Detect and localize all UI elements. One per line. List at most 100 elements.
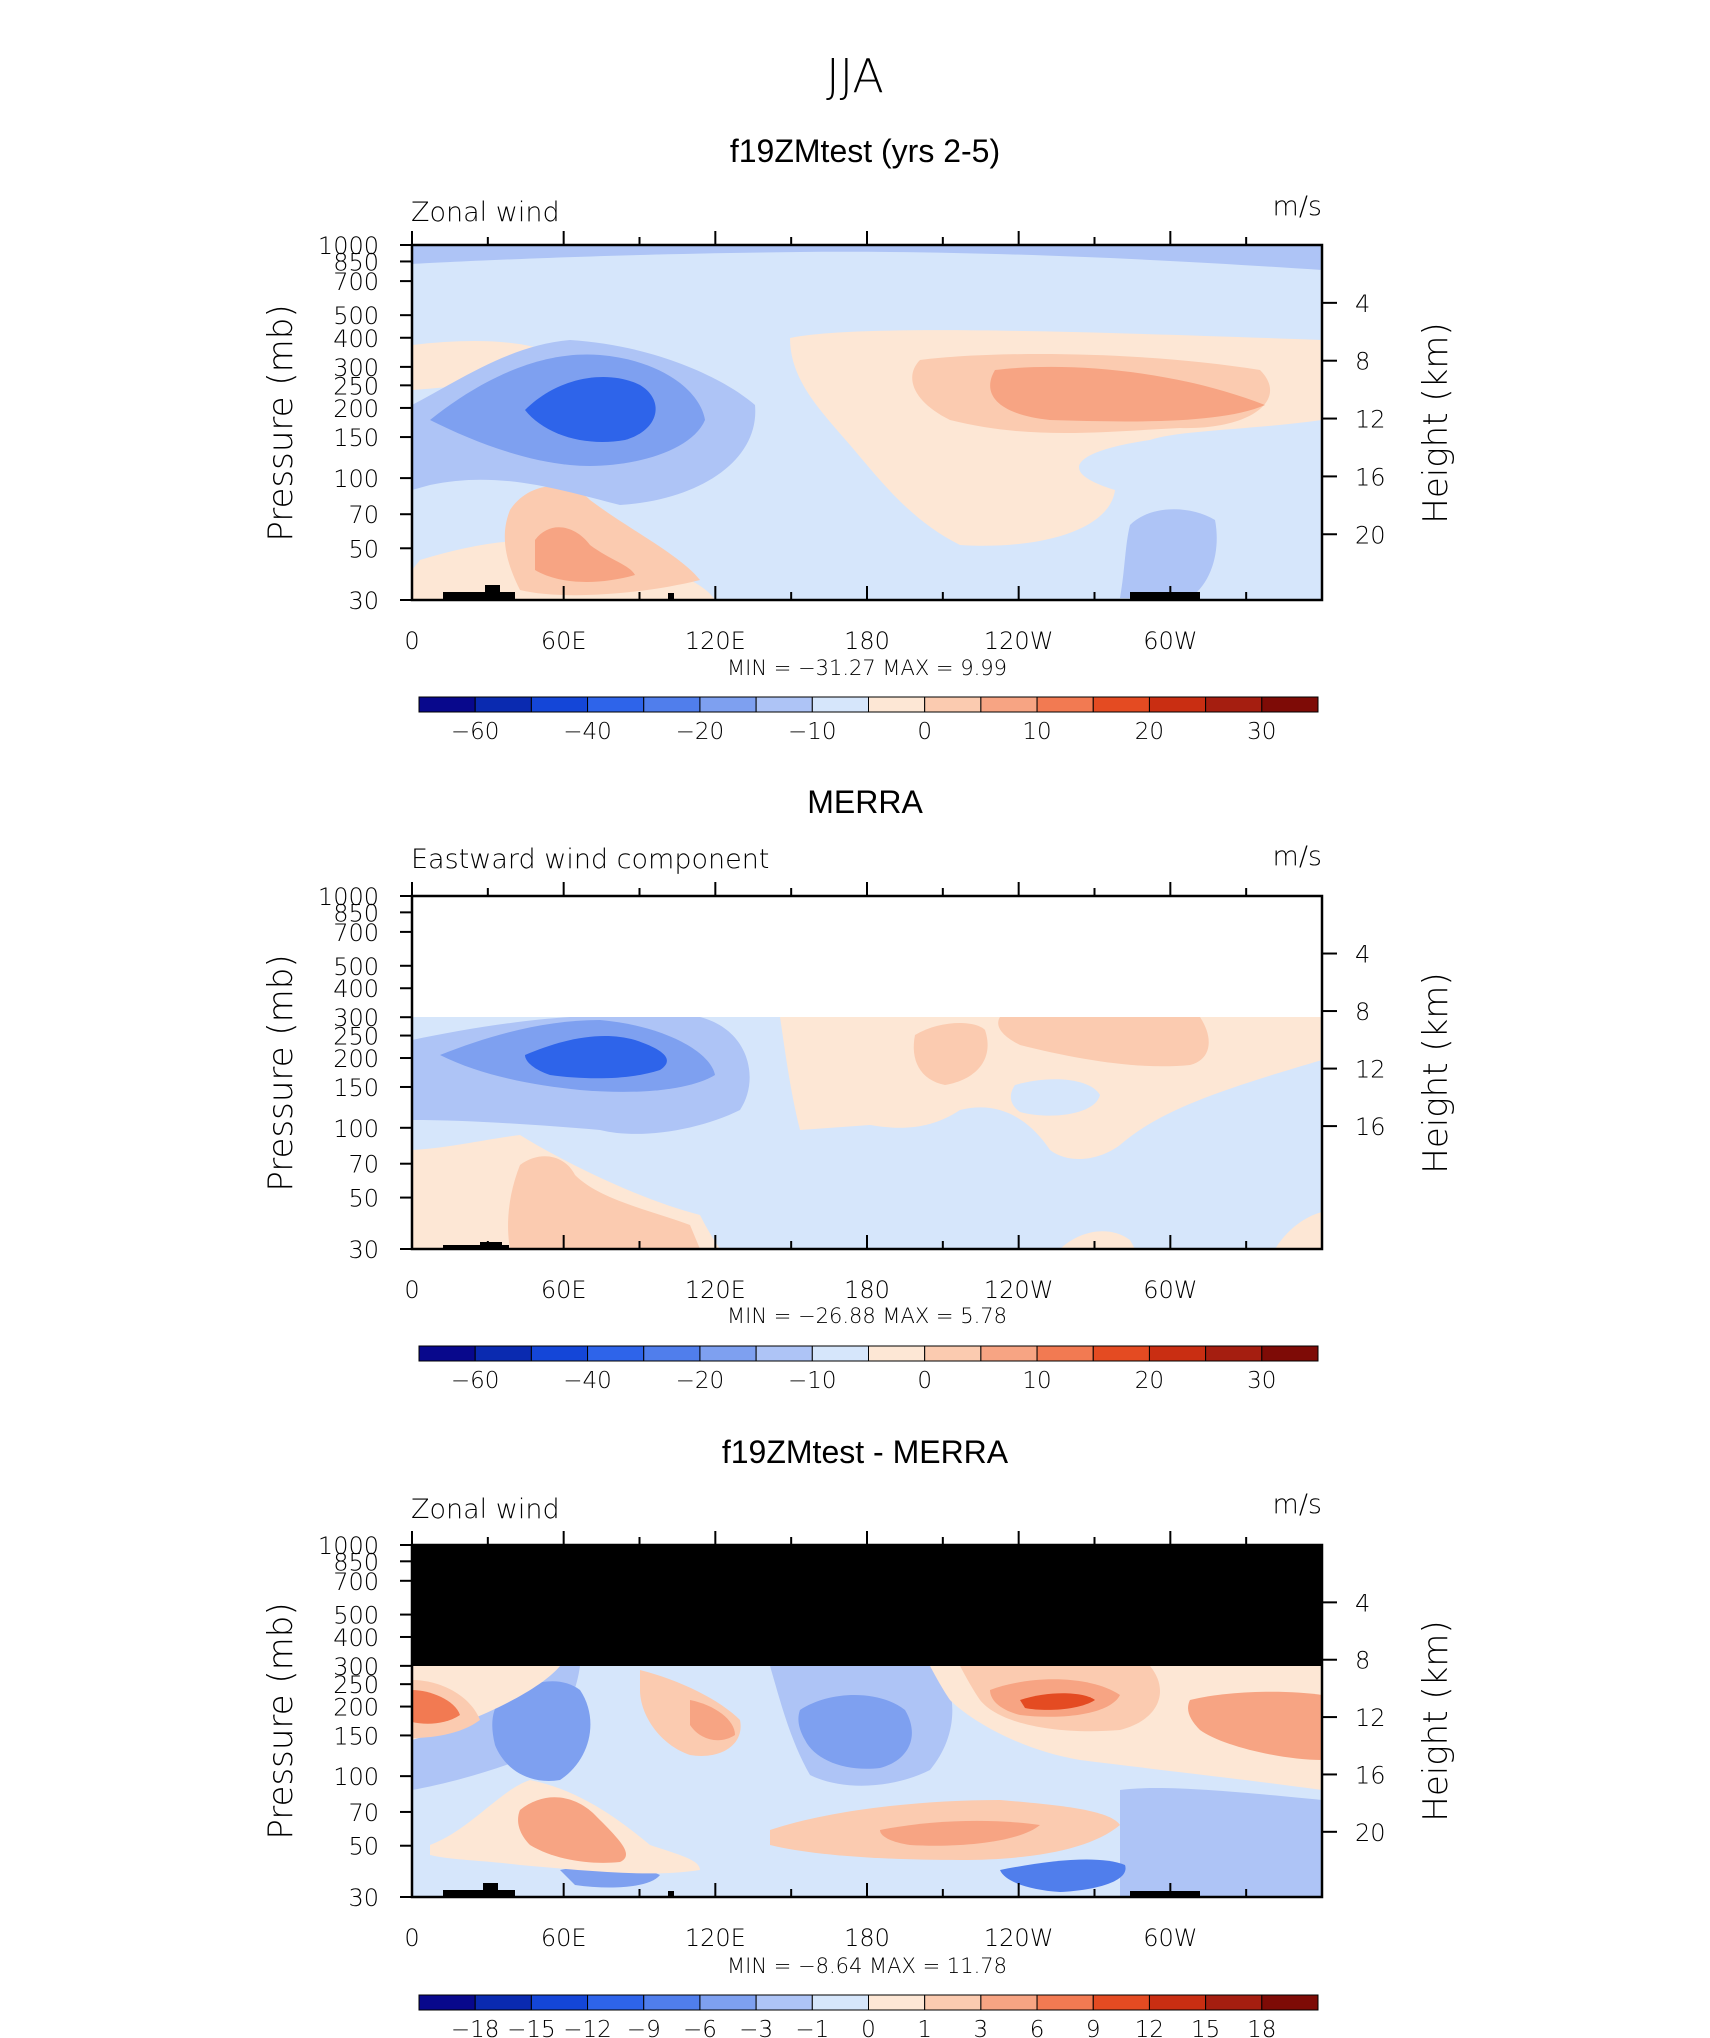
y-tick-label: 150 — [333, 1722, 379, 1750]
y-tick-label: 700 — [333, 919, 379, 947]
x-tick-label: 0 — [404, 627, 419, 655]
y-tick-label: 70 — [348, 1799, 379, 1827]
y-tick-label: 850 — [333, 248, 379, 276]
x-tick-label: 60W — [1143, 1276, 1197, 1304]
colorbar-label: −10 — [788, 719, 837, 745]
colorbar-label: 18 — [1247, 2017, 1276, 2038]
panel-title: MERRA — [807, 784, 923, 820]
colorbar-label: −6 — [683, 2017, 717, 2038]
colorbar-label: −12 — [563, 2017, 612, 2038]
colorbar-swatch — [1261, 696, 1319, 713]
contour-fill-positive — [508, 1156, 700, 1249]
x-tick-label: 120W — [984, 1276, 1054, 1304]
contour-fill-positive — [1020, 1693, 1095, 1710]
y-tick-label: 400 — [333, 1624, 379, 1652]
colorbar-swatch — [924, 696, 982, 713]
y2-tick-label: 20 — [1355, 521, 1386, 549]
contour-fill-negative — [1010, 1079, 1100, 1116]
colorbar-swatch — [530, 1345, 589, 1362]
colorbar-swatch — [1036, 696, 1094, 713]
y-tick-label: 300 — [333, 1653, 379, 1681]
colorbar-swatch — [587, 696, 645, 713]
y-tick-label: 50 — [348, 1833, 379, 1861]
colorbar-swatch — [755, 1345, 813, 1362]
y2-tick-label: 4 — [1355, 1589, 1370, 1617]
topography — [443, 592, 515, 600]
colorbar-swatch — [924, 1994, 982, 2011]
colorbar: −60 −40 −20 −10 0 10 20 30 — [418, 696, 1319, 745]
missing-data-region — [412, 896, 1322, 1017]
contour-fill-positive — [990, 366, 1265, 422]
colorbar-label: 20 — [1135, 1368, 1164, 1394]
colorbar-label: −20 — [676, 1368, 725, 1394]
x-tick-label: 0 — [404, 1924, 419, 1952]
axis-ticks: 0 60E 120E 180 120W 60W3050701001502002503004… — [318, 1531, 1386, 1952]
colorbar-swatch — [980, 1994, 1038, 2011]
colorbar-swatch — [699, 1994, 757, 2011]
colorbar-label: −15 — [507, 2017, 556, 2038]
y2-tick-label: 16 — [1355, 1113, 1386, 1141]
colorbar-swatch — [1261, 1345, 1319, 1362]
y-tick-label: 850 — [333, 899, 379, 927]
y2-tick-label: 20 — [1355, 1819, 1386, 1847]
y2-tick-label: 8 — [1355, 348, 1370, 376]
y-tick-label: 30 — [348, 1884, 379, 1912]
colorbar-label: 1 — [917, 2017, 932, 2038]
contour-fill-positive — [998, 1017, 1209, 1067]
colorbar-label: 12 — [1135, 2017, 1164, 2038]
colorbar: −18 −15 −12 −9 −6 −3 −1 0 1 3 6 9 12 15 18 — [418, 1994, 1319, 2038]
contour-fill-positive — [690, 1700, 735, 1741]
colorbar-swatch — [1092, 1345, 1150, 1362]
missing-data-region — [412, 1545, 1322, 1666]
topography — [443, 1890, 515, 1897]
colorbar-label: −9 — [627, 2017, 661, 2038]
colorbar-swatch — [1205, 1345, 1263, 1362]
panel-observation: MERRA Eastward wind component m/s 0 60E 12… — [261, 784, 1456, 1394]
y2-tick-label: 12 — [1355, 1056, 1386, 1084]
colorbar-swatch — [1092, 696, 1150, 713]
units-label: m/s — [1273, 841, 1322, 872]
colorbar-swatch — [643, 1994, 701, 2011]
topography — [443, 1245, 509, 1249]
y2-tick-label: 4 — [1355, 941, 1370, 969]
colorbar-swatch — [474, 1345, 532, 1362]
figure-title: JJA — [826, 49, 884, 103]
colorbar-swatch — [474, 1994, 532, 2011]
colorbar-label: 0 — [917, 719, 932, 745]
colorbar-label: −20 — [676, 719, 725, 745]
contour-fill-negative — [1120, 509, 1217, 598]
y-tick-label: 1000 — [318, 232, 379, 260]
colorbar-swatch — [1092, 1994, 1150, 2011]
colorbar-swatch — [643, 1345, 701, 1362]
contour-fill-stratosphere — [412, 245, 1322, 270]
panel-title: f19ZMtest - MERRA — [722, 1434, 1009, 1470]
y-tick-label: 200 — [333, 1694, 379, 1722]
y-axis-label: Pressure (mb) — [261, 954, 301, 1191]
y-axis-label: Pressure (mb) — [261, 1602, 301, 1839]
colorbar-swatch — [418, 696, 476, 713]
units-label: m/s — [1273, 1489, 1322, 1520]
colorbar-swatch — [643, 696, 701, 713]
colorbar-swatch — [699, 1345, 757, 1362]
colorbar-swatch — [587, 1994, 645, 2011]
contour-fill-positive — [412, 1690, 460, 1724]
contour-fill-positive — [1275, 1212, 1322, 1249]
y2-tick-label: 8 — [1355, 998, 1370, 1026]
contour-fill-negative — [1000, 1859, 1126, 1892]
y-axis-label: Pressure (mb) — [261, 304, 301, 541]
variable-label: Zonal wind — [411, 197, 560, 228]
contour-fill-positive — [880, 1820, 1040, 1846]
contour-fill-negative — [1120, 1788, 1322, 1897]
y-tick-label: 500 — [333, 302, 379, 330]
colorbar-label: 0 — [917, 1368, 932, 1394]
contour-fill-positive — [1060, 1231, 1135, 1249]
y-tick-label: 100 — [333, 1115, 379, 1143]
y-tick-label: 300 — [333, 354, 379, 382]
y-tick-label: 50 — [348, 1185, 379, 1213]
y-tick-label: 30 — [348, 587, 379, 615]
colorbar-swatch — [587, 1345, 645, 1362]
colorbar-swatch — [811, 1994, 869, 2011]
colorbar-label: 10 — [1022, 1368, 1051, 1394]
y-tick-label: 1000 — [318, 883, 379, 911]
